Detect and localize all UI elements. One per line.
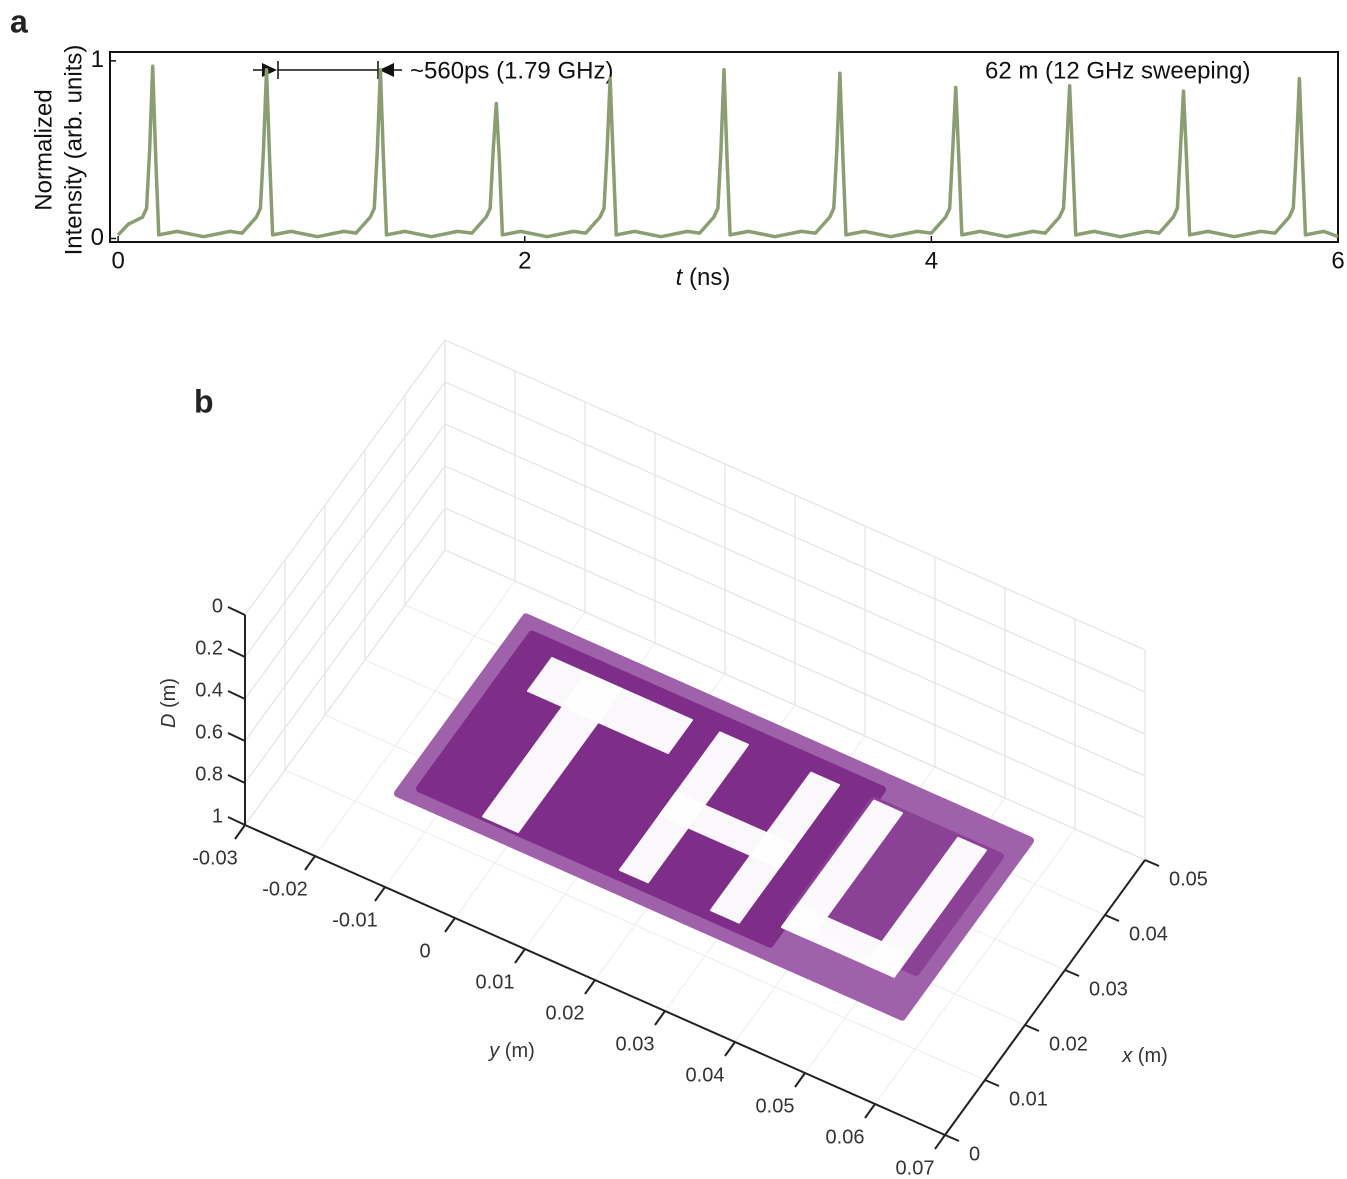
y-tick	[794, 1072, 806, 1088]
axis-unit: (m)	[505, 1040, 535, 1062]
y-tick-label: -0.02	[262, 878, 308, 900]
z-tick	[227, 816, 246, 826]
y-tick-label: 0	[91, 224, 104, 251]
y-tick-label: 0.03	[616, 1033, 655, 1055]
y-tick-label: 1	[91, 46, 104, 73]
y-tick-label: 0.04	[686, 1064, 725, 1086]
x-axis-label: t (ns)	[676, 264, 731, 291]
x-tick-label: 0	[969, 1143, 980, 1165]
y-tick-label: -0.01	[332, 909, 378, 931]
panel-label: b	[194, 383, 214, 419]
grid-line	[444, 507, 1146, 819]
x-tick	[1104, 914, 1120, 922]
pulse-line	[116, 64, 1339, 239]
y-tick-label: -0.03	[192, 847, 238, 869]
y-tick-label: 0.06	[826, 1126, 865, 1148]
y-tick-label: 0	[419, 940, 430, 962]
letter-gap	[482, 672, 623, 833]
axis-variable: y	[487, 1040, 500, 1062]
letter-gap	[659, 791, 796, 869]
panel-label: a	[10, 3, 28, 39]
z-tick	[227, 648, 246, 658]
y-tick	[864, 1103, 876, 1119]
y-tick	[584, 979, 596, 995]
x-tick-label: 4	[925, 247, 938, 274]
z-tick-label: 0	[212, 595, 223, 617]
grid-line	[314, 580, 516, 857]
y-tick	[724, 1041, 736, 1057]
x-tick-label: 0	[111, 247, 124, 274]
grid-line	[444, 465, 1146, 777]
grid-line	[444, 423, 1146, 735]
y-tick-label: 0.07	[896, 1157, 935, 1179]
z-tick	[227, 774, 246, 784]
y-tick	[934, 1134, 946, 1150]
axis-variable: D	[158, 714, 180, 728]
x-tick	[944, 1134, 960, 1142]
x-tick-label: 0.04	[1129, 923, 1168, 945]
axis-unit: (m)	[1138, 1045, 1168, 1067]
x-tick-label: 0.01	[1009, 1088, 1048, 1110]
x-axis-label: x (m)	[1121, 1045, 1168, 1067]
y-axis-label: Normalized	[30, 89, 57, 210]
x-tick	[1144, 859, 1160, 867]
grid-line	[444, 381, 1146, 693]
grid-line	[244, 507, 446, 784]
x-axis-unit: (ns)	[689, 264, 730, 291]
y-tick-label: 0.02	[546, 1002, 585, 1024]
z-tick-label: 0.8	[195, 763, 223, 785]
y-tick	[444, 917, 456, 933]
y-tick-label: 0.01	[476, 971, 515, 993]
x-tick	[984, 1079, 1000, 1087]
grid-line	[244, 549, 446, 826]
z-tick	[227, 606, 246, 616]
grid-line	[284, 769, 986, 1081]
x-tick-label: 0.03	[1089, 978, 1128, 1000]
y-axis-label: Intensity (arb. units)	[60, 45, 87, 256]
z-tick-label: 1	[212, 805, 223, 827]
y-axis-label: y (m)	[487, 1040, 535, 1062]
grid-line	[874, 828, 1076, 1105]
x-tick-label: 6	[1331, 247, 1344, 274]
y-tick-label: 0.05	[756, 1095, 795, 1117]
axis-unit: (m)	[158, 678, 180, 708]
arrow-head	[262, 63, 277, 77]
z-tick-label: 0.2	[195, 637, 223, 659]
grid-line	[444, 549, 1146, 861]
z-tick	[227, 732, 246, 742]
z-tick	[227, 690, 246, 700]
plot-frame	[109, 51, 1339, 243]
x-tick-label: 0.05	[1169, 868, 1208, 890]
y-tick	[234, 824, 246, 840]
y-tick	[654, 1010, 666, 1026]
grid-line	[244, 339, 446, 616]
x-tick-label: 0.02	[1049, 1033, 1088, 1055]
z-tick-label: 0.6	[195, 721, 223, 743]
x-axis	[944, 859, 1146, 1136]
grid-line	[444, 339, 1146, 651]
grid-line	[244, 465, 446, 742]
grid-line	[244, 381, 446, 658]
x-tick-label: 2	[518, 247, 531, 274]
x-axis-variable: t	[676, 264, 684, 291]
y-tick	[514, 948, 526, 964]
x-tick	[1064, 969, 1080, 977]
annotation: ~560ps (1.79 GHz)	[410, 57, 613, 84]
panel-a: Normalized Intensity (arb. units) t (ns)…	[30, 45, 1344, 292]
y-tick	[374, 886, 386, 902]
y-tick	[304, 855, 316, 871]
annotation: 62 m (12 GHz sweeping)	[985, 57, 1250, 84]
x-tick	[1024, 1024, 1040, 1032]
arrow-head	[379, 63, 394, 77]
axis-variable: x	[1121, 1045, 1133, 1067]
grid-line	[244, 423, 446, 700]
z-tick-label: 0.4	[195, 679, 223, 701]
panel-b: -0.03 -0.02 -0.01 0 0.01 0.02 0.03 0.04 0.05 0.06…	[158, 339, 1208, 1179]
z-axis-label: D (m)	[158, 678, 180, 728]
letter-gap	[781, 904, 911, 978]
